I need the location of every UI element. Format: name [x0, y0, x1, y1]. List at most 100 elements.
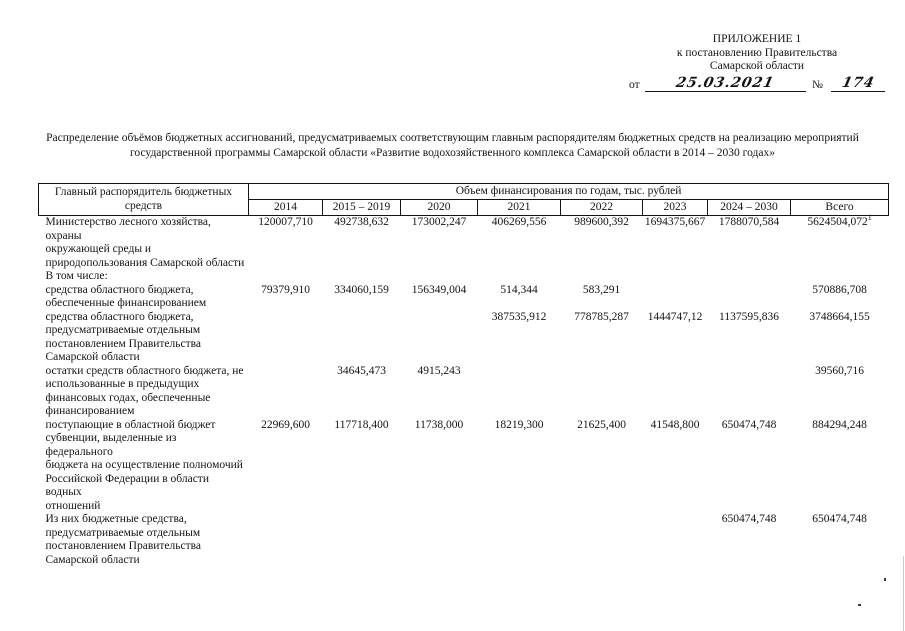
header-row-years: 2014 2015 – 2019 2020 2021 2022 2023 202…	[39, 199, 890, 216]
appendix-line2: к постановлению Правительства	[676, 46, 838, 59]
cell-value: 1694375,667	[644, 216, 706, 228]
cell-value	[401, 513, 478, 567]
cell-value: 514,344	[500, 283, 538, 296]
cell-value: 1137595,836	[719, 310, 779, 323]
handwritten-number: 174	[840, 74, 877, 91]
table-row-regional-funded: средства областного бюджета, обеспеченны…	[39, 284, 889, 311]
year-header-2020: 2020	[400, 199, 478, 216]
date-label: от	[629, 78, 640, 91]
row-label: В том числе:	[45, 270, 108, 282]
cell-value	[478, 365, 561, 419]
row-label: Из них бюджетные средства, предусматрива…	[45, 513, 202, 566]
cell-value	[323, 270, 401, 284]
date-underline: 25.03.2021	[644, 74, 807, 92]
appendix-line1: ПРИЛОЖЕНИЕ 1	[712, 33, 802, 45]
cell-value: 18219,300	[494, 418, 544, 431]
table-row-budget-funds-separate-decree: Из них бюджетные средства, предусматрива…	[39, 513, 889, 567]
cell-value: 583,291	[582, 283, 621, 296]
cell-value	[249, 513, 323, 567]
cell-value	[401, 270, 478, 284]
cell-value	[561, 270, 643, 284]
cell-value	[478, 513, 561, 567]
scan-edge-line	[903, 556, 904, 631]
cell-value: 570886,708	[812, 283, 867, 296]
cell-value	[708, 270, 791, 284]
table-row-leftover-funds: остатки средств областного бюджета, не и…	[39, 365, 889, 419]
cell-value	[249, 311, 323, 365]
footnote-marker: 1	[867, 213, 872, 223]
number-underline: 174	[831, 74, 885, 92]
document-title-line1: Распределение объёмов бюджетных ассигнов…	[46, 132, 859, 144]
year-header-2023: 2023	[642, 199, 708, 216]
year-header-2024-2030: 2024 – 2030	[707, 199, 791, 216]
table-row-ministry: Министерство лесного хозяйства, охраны о…	[39, 213, 889, 271]
cell-value: 1788070,584	[718, 216, 780, 228]
year-header-2021: 2021	[477, 199, 561, 216]
year-header-total: Всего	[789, 199, 890, 216]
row-label: поступающие в областной бюджет субвенции…	[45, 418, 243, 512]
cell-value: 884294,248	[812, 418, 867, 431]
document-title-line2: государственной программы Самарской обла…	[130, 146, 775, 159]
cell-value: 11738,000	[414, 418, 464, 431]
year-header-2015-2019: 2015 – 2019	[322, 199, 401, 216]
cell-value	[478, 270, 561, 284]
cell-value	[249, 270, 323, 284]
document-title: Распределение объёмов бюджетных ассигнов…	[44, 131, 861, 160]
appendix-date-line: от 25.03.2021 № 174	[629, 74, 885, 92]
cell-value: 173002,247	[411, 216, 467, 228]
header-row-group: Главный распорядитель бюджетных средств …	[38, 183, 890, 216]
table-row-federal-subventions: поступающие в областной бюджет субвенции…	[39, 419, 889, 514]
scan-speck	[884, 578, 886, 581]
year-header-2014: 2014	[248, 199, 323, 216]
scan-speck	[858, 604, 861, 606]
header-col1: Главный распорядитель бюджетных средств	[38, 183, 249, 216]
cell-value: 650474,748	[721, 418, 777, 431]
cell-value: 117718,400	[334, 418, 389, 431]
handwritten-date: 25.03.2021	[675, 74, 777, 91]
table-body: Министерство лесного хозяйства, охраны о…	[39, 213, 889, 568]
cell-value	[323, 311, 401, 365]
cell-value	[561, 365, 643, 419]
cell-value	[708, 365, 791, 419]
cell-value: 406269,556	[491, 216, 547, 228]
cell-value	[643, 284, 708, 311]
cell-value: 4915,243	[417, 364, 461, 377]
table-row-including: В том числе:	[39, 270, 889, 284]
cell-value	[643, 365, 708, 419]
cell-value: 387535,912	[491, 310, 547, 323]
appendix-block: ПРИЛОЖЕНИЕ 1 к постановлению Правительст…	[629, 33, 885, 92]
cell-value	[643, 270, 708, 284]
cell-value: 492738,632	[334, 216, 389, 228]
cell-value	[401, 311, 478, 365]
cell-value: 778785,287	[574, 310, 629, 323]
header-financing-group: Объем финансирования по годам, тыс. рубл…	[247, 183, 890, 200]
number-label: №	[812, 78, 823, 91]
row-label: остатки средств областного бюджета, не и…	[45, 364, 244, 418]
row-label: средства областного бюджета, обеспеченны…	[45, 283, 207, 310]
cell-value: 989600,392	[574, 216, 629, 228]
cell-value: 79379,910	[261, 283, 310, 296]
cell-value	[791, 270, 889, 284]
cell-value: 334060,159	[334, 283, 389, 296]
cell-value: 21625,400	[577, 418, 626, 431]
row-label: Министерство лесного хозяйства, охраны о…	[45, 216, 245, 269]
cell-value: 156349,004	[411, 283, 467, 296]
financing-table: Главный распорядитель бюджетных средств …	[38, 183, 890, 568]
cell-value: 1444747,12	[647, 310, 703, 323]
cell-value: 34645,473	[337, 364, 386, 377]
appendix-line3: Самарской области	[709, 60, 805, 72]
table-row-regional-separate-decree: средства областного бюджета, предусматри…	[39, 311, 889, 365]
cell-value	[643, 513, 708, 567]
cell-value: 650474,748	[721, 513, 777, 525]
cell-value: 39560,716	[815, 364, 864, 377]
cell-value: 41548,800	[650, 418, 700, 431]
cell-value	[249, 365, 323, 419]
cell-value: 22969,600	[261, 418, 310, 431]
year-header-2022: 2022	[560, 199, 643, 216]
total-value: 5624504,072	[807, 216, 868, 228]
cell-value-total: 5624504,0721	[791, 213, 889, 271]
cell-value: 3748664,155	[809, 310, 870, 323]
row-label: средства областного бюджета, предусматри…	[45, 310, 202, 364]
cell-value	[561, 513, 643, 567]
